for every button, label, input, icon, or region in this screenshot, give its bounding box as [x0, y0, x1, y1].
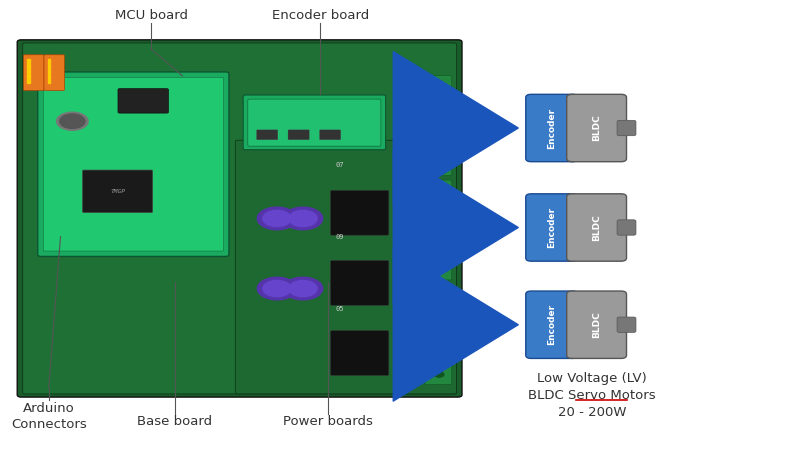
FancyBboxPatch shape	[617, 220, 636, 235]
Text: BLDC: BLDC	[592, 115, 601, 142]
Bar	[48, 79, 50, 83]
Circle shape	[257, 207, 297, 230]
Bar	[48, 59, 50, 63]
Circle shape	[434, 222, 444, 228]
FancyBboxPatch shape	[567, 291, 626, 359]
FancyBboxPatch shape	[617, 317, 636, 333]
Circle shape	[434, 267, 444, 273]
FancyBboxPatch shape	[330, 261, 389, 305]
Text: 09: 09	[336, 233, 345, 239]
Circle shape	[434, 258, 444, 263]
Text: Arduino: Arduino	[23, 402, 75, 415]
Circle shape	[434, 153, 444, 158]
Circle shape	[434, 83, 444, 89]
FancyBboxPatch shape	[248, 99, 381, 146]
FancyBboxPatch shape	[288, 130, 310, 140]
Bar	[28, 64, 30, 68]
FancyBboxPatch shape	[425, 145, 452, 176]
Circle shape	[434, 233, 444, 238]
Bar	[28, 59, 30, 63]
FancyBboxPatch shape	[235, 140, 457, 394]
Circle shape	[434, 128, 444, 133]
Text: Power boards: Power boards	[283, 415, 373, 428]
Circle shape	[434, 292, 444, 298]
Circle shape	[434, 197, 444, 203]
Text: Encoder board: Encoder board	[272, 10, 369, 22]
Circle shape	[434, 188, 444, 193]
Text: 05: 05	[336, 306, 345, 312]
FancyBboxPatch shape	[118, 89, 168, 113]
FancyBboxPatch shape	[425, 284, 452, 315]
FancyBboxPatch shape	[319, 130, 341, 140]
FancyBboxPatch shape	[243, 95, 386, 150]
FancyBboxPatch shape	[567, 94, 626, 162]
FancyBboxPatch shape	[23, 43, 457, 394]
Text: Encoder: Encoder	[547, 304, 557, 345]
Circle shape	[434, 337, 444, 342]
FancyBboxPatch shape	[43, 77, 223, 251]
FancyBboxPatch shape	[425, 111, 452, 141]
FancyBboxPatch shape	[44, 55, 64, 91]
Bar	[28, 74, 30, 78]
Circle shape	[283, 277, 322, 300]
Text: BLDC: BLDC	[592, 311, 601, 338]
FancyBboxPatch shape	[396, 202, 410, 228]
FancyBboxPatch shape	[526, 194, 578, 261]
Circle shape	[434, 327, 444, 333]
FancyBboxPatch shape	[17, 40, 462, 397]
Text: Connectors: Connectors	[11, 418, 87, 431]
FancyBboxPatch shape	[425, 76, 452, 106]
FancyBboxPatch shape	[24, 55, 44, 91]
Circle shape	[434, 163, 444, 168]
Circle shape	[56, 112, 88, 130]
Circle shape	[263, 210, 291, 227]
Circle shape	[60, 114, 85, 128]
FancyBboxPatch shape	[425, 250, 452, 280]
FancyBboxPatch shape	[83, 170, 152, 212]
Circle shape	[434, 93, 444, 99]
FancyBboxPatch shape	[396, 342, 410, 368]
Text: MCU board: MCU board	[114, 10, 187, 22]
Circle shape	[289, 210, 317, 227]
Text: Base board: Base board	[137, 415, 212, 428]
Circle shape	[434, 362, 444, 367]
Circle shape	[434, 302, 444, 308]
FancyBboxPatch shape	[413, 342, 427, 368]
Circle shape	[263, 280, 291, 297]
FancyBboxPatch shape	[425, 319, 452, 349]
Circle shape	[289, 280, 317, 297]
Bar	[48, 69, 50, 73]
FancyBboxPatch shape	[330, 331, 389, 375]
Circle shape	[434, 118, 444, 123]
FancyBboxPatch shape	[256, 130, 278, 140]
FancyBboxPatch shape	[425, 215, 452, 245]
Text: TMGP: TMGP	[110, 189, 125, 194]
Text: Low Voltage (LV): Low Voltage (LV)	[537, 373, 647, 385]
FancyBboxPatch shape	[526, 94, 578, 162]
Bar	[48, 64, 50, 68]
FancyBboxPatch shape	[526, 291, 578, 359]
Text: 20 - 200W: 20 - 200W	[557, 405, 626, 419]
Bar	[28, 69, 30, 73]
FancyBboxPatch shape	[330, 191, 389, 235]
Text: BLDC Servo Motors: BLDC Servo Motors	[528, 389, 656, 402]
FancyBboxPatch shape	[413, 272, 427, 298]
Text: Encoder: Encoder	[547, 107, 557, 149]
FancyBboxPatch shape	[617, 120, 636, 136]
FancyBboxPatch shape	[396, 272, 410, 298]
FancyBboxPatch shape	[567, 194, 626, 261]
Bar	[28, 79, 30, 83]
Circle shape	[257, 277, 297, 300]
Bar	[48, 74, 50, 78]
FancyBboxPatch shape	[37, 72, 229, 257]
Circle shape	[434, 372, 444, 377]
FancyBboxPatch shape	[425, 180, 452, 210]
Text: 07: 07	[336, 162, 345, 168]
FancyBboxPatch shape	[413, 202, 427, 228]
Text: Encoder: Encoder	[547, 207, 557, 248]
FancyBboxPatch shape	[425, 354, 452, 384]
Text: BLDC: BLDC	[592, 214, 601, 241]
Circle shape	[283, 207, 322, 230]
